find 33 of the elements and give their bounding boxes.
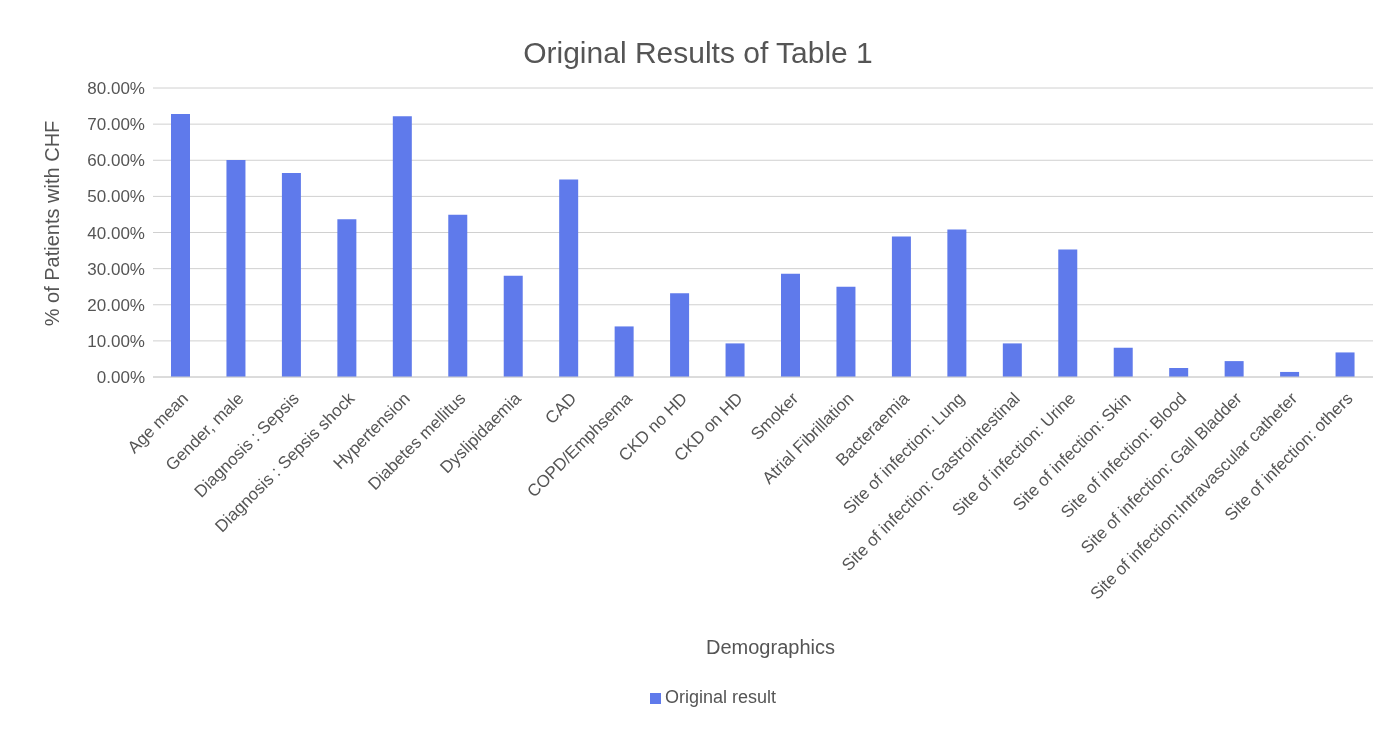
bar (1002, 343, 1022, 377)
bar (891, 236, 911, 377)
y-tick-label: 70.00% (87, 115, 145, 135)
x-axis-title: Demographics (705, 636, 836, 659)
bar (614, 326, 634, 377)
chart-title: Original Results of Table 1 (522, 36, 874, 70)
bar (1058, 249, 1078, 377)
bar (559, 179, 579, 377)
bar (725, 343, 745, 377)
y-axis-title: % of Patients with CHF (41, 120, 65, 326)
bar (836, 286, 856, 377)
bar (947, 229, 967, 377)
bar (1224, 361, 1244, 377)
bar (503, 275, 523, 377)
bar (1335, 352, 1355, 377)
bar (670, 293, 690, 377)
y-tick-label: 20.00% (87, 295, 145, 315)
bar (448, 214, 468, 377)
legend-label: Original result (664, 687, 777, 707)
y-tick-label: 30.00% (87, 259, 145, 279)
y-tick-label: 40.00% (87, 223, 145, 243)
bar (281, 172, 301, 377)
y-tick-label: 60.00% (87, 151, 145, 171)
bar (1113, 347, 1133, 377)
y-tick-label: 80.00% (87, 79, 145, 99)
y-tick-label: 0.00% (96, 368, 145, 388)
bar (392, 116, 412, 377)
bar (337, 219, 357, 377)
y-tick-label: 10.00% (87, 331, 145, 351)
bar (171, 114, 190, 377)
bar (781, 273, 800, 377)
bar (226, 159, 246, 377)
y-tick-label: 50.00% (87, 187, 145, 207)
